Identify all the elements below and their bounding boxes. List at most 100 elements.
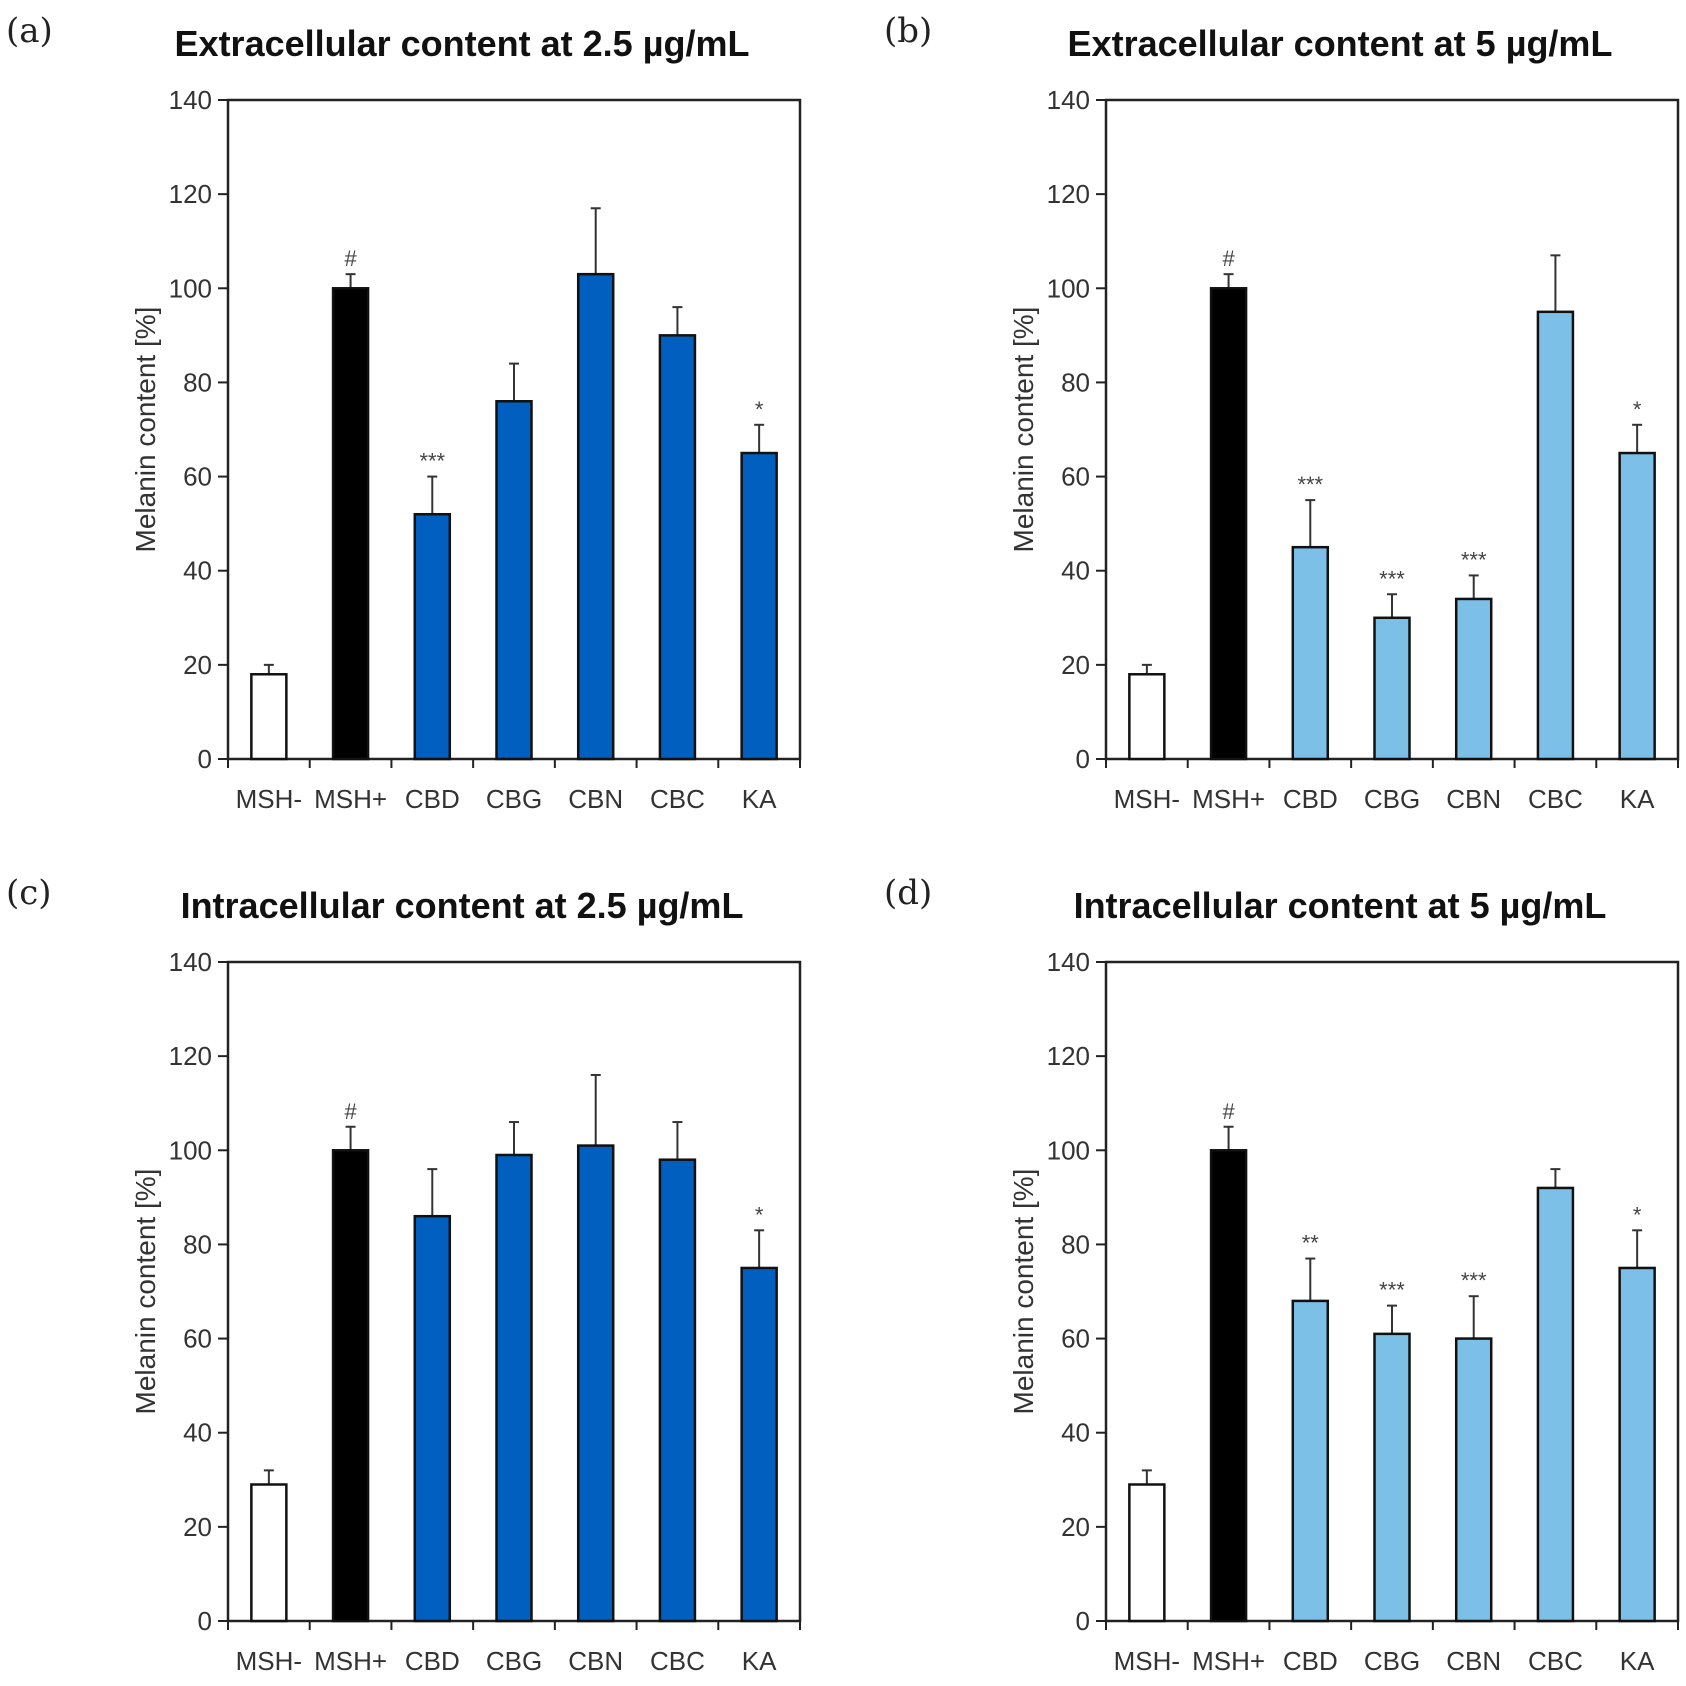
x-tick-label: CBN	[1446, 784, 1501, 814]
y-tick-label: 80	[1061, 367, 1090, 397]
panel-letter: (b)	[884, 11, 932, 51]
y-tick-label: 120	[169, 179, 212, 209]
x-tick-label: CBG	[1364, 784, 1420, 814]
y-tick-label: 120	[169, 1041, 212, 1071]
significance-label: ***	[419, 449, 445, 474]
bar	[413, 512, 452, 761]
x-tick-label: MSH-	[236, 784, 302, 814]
x-tick-label: CBG	[1364, 1646, 1420, 1676]
y-tick-label: 20	[1061, 1512, 1090, 1542]
bar	[1209, 287, 1248, 761]
bar	[1618, 451, 1656, 761]
x-tick-label: CBC	[650, 1646, 705, 1676]
significance-label: #	[1222, 246, 1235, 271]
y-tick-label: 0	[198, 744, 212, 774]
x-tick-label: CBC	[1528, 784, 1583, 814]
bar	[1373, 616, 1411, 761]
y-tick-label: 80	[183, 367, 212, 397]
chart-panel: (b) Extracellular content at 5 µg/mL 0 20 40…	[884, 11, 1680, 814]
x-tick-label: CBC	[650, 784, 705, 814]
y-tick-label: 120	[1047, 179, 1090, 209]
x-tick-label: KA	[742, 784, 777, 814]
x-tick-label: CBD	[1283, 784, 1338, 814]
y-tick-label: 40	[1061, 556, 1090, 586]
bar	[1291, 545, 1330, 761]
panel-letter: (a)	[6, 11, 53, 51]
x-tick-label: MSH+	[1192, 784, 1265, 814]
y-axis-label: Melanin content [%]	[130, 1169, 161, 1415]
x-tick-label: CBD	[1283, 1646, 1338, 1676]
y-tick-label: 20	[183, 1512, 212, 1542]
bar	[331, 1149, 370, 1623]
significance-label: ***	[1379, 1278, 1405, 1303]
significance-label: *	[755, 1202, 764, 1227]
significance-label: #	[1222, 1099, 1235, 1124]
bar	[1291, 1299, 1330, 1623]
bar	[1618, 1266, 1656, 1623]
x-tick-label: KA	[1620, 784, 1655, 814]
bar	[1373, 1332, 1411, 1623]
chart-panel: (d) Intracellular content at 5 µg/mL 0 20 40…	[884, 873, 1680, 1676]
significance-label: #	[344, 246, 357, 271]
x-tick-label: CBN	[568, 784, 623, 814]
chart-title: Extracellular content at 5 µg/mL	[1068, 23, 1613, 64]
y-tick-label: 60	[1061, 1324, 1090, 1354]
y-tick-label: 40	[1061, 1418, 1090, 1448]
x-tick-label: MSH-	[1114, 784, 1180, 814]
y-tick-label: 100	[1047, 273, 1090, 303]
significance-label: *	[1633, 1202, 1642, 1227]
x-tick-label: CBN	[568, 1646, 623, 1676]
significance-label: *	[1633, 397, 1642, 422]
significance-label: ***	[1379, 566, 1405, 591]
y-tick-label: 40	[183, 1418, 212, 1448]
y-tick-label: 20	[1061, 650, 1090, 680]
x-tick-label: MSH-	[1114, 1646, 1180, 1676]
x-tick-label: CBD	[405, 1646, 460, 1676]
significance-label: #	[344, 1099, 357, 1124]
significance-label: ***	[1461, 1268, 1487, 1293]
bar	[576, 1144, 615, 1623]
bar	[1209, 1149, 1248, 1623]
bar	[1536, 1186, 1575, 1623]
bar	[495, 400, 533, 761]
x-tick-label: CBD	[405, 784, 460, 814]
y-tick-label: 40	[183, 556, 212, 586]
y-tick-label: 0	[1076, 744, 1090, 774]
bar	[495, 1153, 533, 1623]
x-tick-label: MSH+	[314, 784, 387, 814]
bar	[250, 1483, 288, 1623]
x-tick-label: MSH+	[1192, 1646, 1265, 1676]
bar	[1454, 1337, 1493, 1623]
y-tick-label: 0	[198, 1606, 212, 1636]
chart-panel: (a) Extracellular content at 2.5 µg/mL 0 20…	[6, 11, 802, 814]
x-tick-label: MSH+	[314, 1646, 387, 1676]
bar	[1128, 673, 1166, 761]
chart-panel: (c) Intracellular content at 2.5 µg/mL 0 20…	[6, 873, 802, 1676]
significance-label: **	[1302, 1231, 1320, 1256]
y-tick-label: 60	[183, 462, 212, 492]
chart-title: Intracellular content at 5 µg/mL	[1074, 885, 1607, 926]
x-tick-label: CBN	[1446, 1646, 1501, 1676]
y-tick-label: 60	[183, 1324, 212, 1354]
x-tick-label: CBG	[486, 784, 542, 814]
y-tick-label: 120	[1047, 1041, 1090, 1071]
y-axis-label: Melanin content [%]	[130, 307, 161, 553]
y-tick-label: 140	[169, 947, 212, 977]
y-axis-label: Melanin content [%]	[1008, 1169, 1039, 1415]
bar	[740, 1266, 778, 1623]
chart-title: Intracellular content at 2.5 µg/mL	[181, 885, 744, 926]
bar	[250, 673, 288, 761]
y-tick-label: 20	[183, 650, 212, 680]
bar	[1128, 1483, 1166, 1623]
x-tick-label: CBC	[1528, 1646, 1583, 1676]
chart-title: Extracellular content at 2.5 µg/mL	[175, 23, 750, 64]
y-tick-label: 80	[1061, 1229, 1090, 1259]
bar	[658, 1158, 697, 1623]
significance-label: ***	[1461, 547, 1487, 572]
y-tick-label: 100	[1047, 1135, 1090, 1165]
y-tick-label: 100	[169, 273, 212, 303]
y-tick-label: 0	[1076, 1606, 1090, 1636]
x-tick-label: MSH-	[236, 1646, 302, 1676]
bar	[1536, 310, 1575, 761]
